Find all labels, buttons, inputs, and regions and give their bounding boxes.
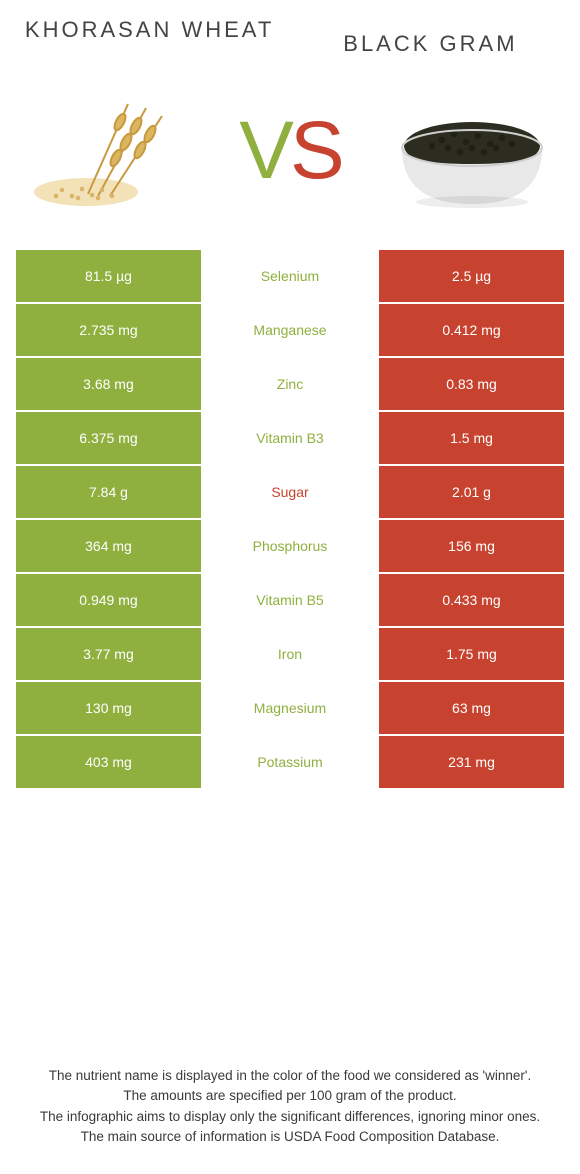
table-row: 6.375 mgVitamin B31.5 mg (16, 412, 564, 464)
right-value: 0.83 mg (379, 358, 564, 410)
nutrient-name: Vitamin B3 (203, 412, 377, 464)
table-row: 3.68 mgZinc0.83 mg (16, 358, 564, 410)
wheat-icon (28, 86, 188, 216)
left-value: 403 mg (16, 736, 201, 788)
left-value: 130 mg (16, 682, 201, 734)
table-row: 3.77 mgIron1.75 mg (16, 628, 564, 680)
table-row: 2.735 mgManganese0.412 mg (16, 304, 564, 356)
right-value: 0.433 mg (379, 574, 564, 626)
comparison-table: 81.5 µgSelenium2.5 µg2.735 mgManganese0.… (0, 250, 580, 788)
table-row: 130 mgMagnesium63 mg (16, 682, 564, 734)
right-value: 231 mg (379, 736, 564, 788)
footer-line-1: The nutrient name is displayed in the co… (24, 1067, 556, 1085)
left-value: 364 mg (16, 520, 201, 572)
left-value: 7.84 g (16, 466, 201, 518)
table-row: 7.84 gSugar2.01 g (16, 466, 564, 518)
left-value: 3.68 mg (16, 358, 201, 410)
nutrient-name: Vitamin B5 (203, 574, 377, 626)
table-row: 0.949 mgVitamin B50.433 mg (16, 574, 564, 626)
left-food-title: Khorasan wheat (20, 16, 279, 58)
right-value: 63 mg (379, 682, 564, 734)
black-gram-bowl-icon (392, 86, 552, 216)
nutrient-name: Magnesium (203, 682, 377, 734)
right-value: 2.01 g (379, 466, 564, 518)
nutrient-name: Manganese (203, 304, 377, 356)
right-value: 156 mg (379, 520, 564, 572)
right-value: 2.5 µg (379, 250, 564, 302)
vs-v-letter: V (239, 104, 290, 198)
right-value: 1.75 mg (379, 628, 564, 680)
header: Khorasan wheat Black gram (0, 0, 580, 64)
vs-s-letter: S (290, 104, 341, 198)
nutrient-name: Iron (203, 628, 377, 680)
hero-row: VS (0, 64, 580, 250)
table-row: 81.5 µgSelenium2.5 µg (16, 250, 564, 302)
footer-line-4: The main source of information is USDA F… (24, 1128, 556, 1146)
nutrient-name: Selenium (203, 250, 377, 302)
left-value: 81.5 µg (16, 250, 201, 302)
nutrient-name: Zinc (203, 358, 377, 410)
nutrient-name: Phosphorus (203, 520, 377, 572)
left-value: 3.77 mg (16, 628, 201, 680)
right-value: 1.5 mg (379, 412, 564, 464)
table-row: 403 mgPotassium231 mg (16, 736, 564, 788)
right-value: 0.412 mg (379, 304, 564, 356)
table-row: 364 mgPhosphorus156 mg (16, 520, 564, 572)
left-value: 6.375 mg (16, 412, 201, 464)
left-value: 0.949 mg (16, 574, 201, 626)
footer-line-3: The infographic aims to display only the… (24, 1108, 556, 1126)
nutrient-name: Sugar (203, 466, 377, 518)
nutrient-name: Potassium (203, 736, 377, 788)
footer-notes: The nutrient name is displayed in the co… (0, 1049, 580, 1174)
footer-line-2: The amounts are specified per 100 gram o… (24, 1087, 556, 1105)
right-food-title: Black gram (301, 16, 560, 58)
vs-label: VS (239, 104, 340, 198)
left-value: 2.735 mg (16, 304, 201, 356)
